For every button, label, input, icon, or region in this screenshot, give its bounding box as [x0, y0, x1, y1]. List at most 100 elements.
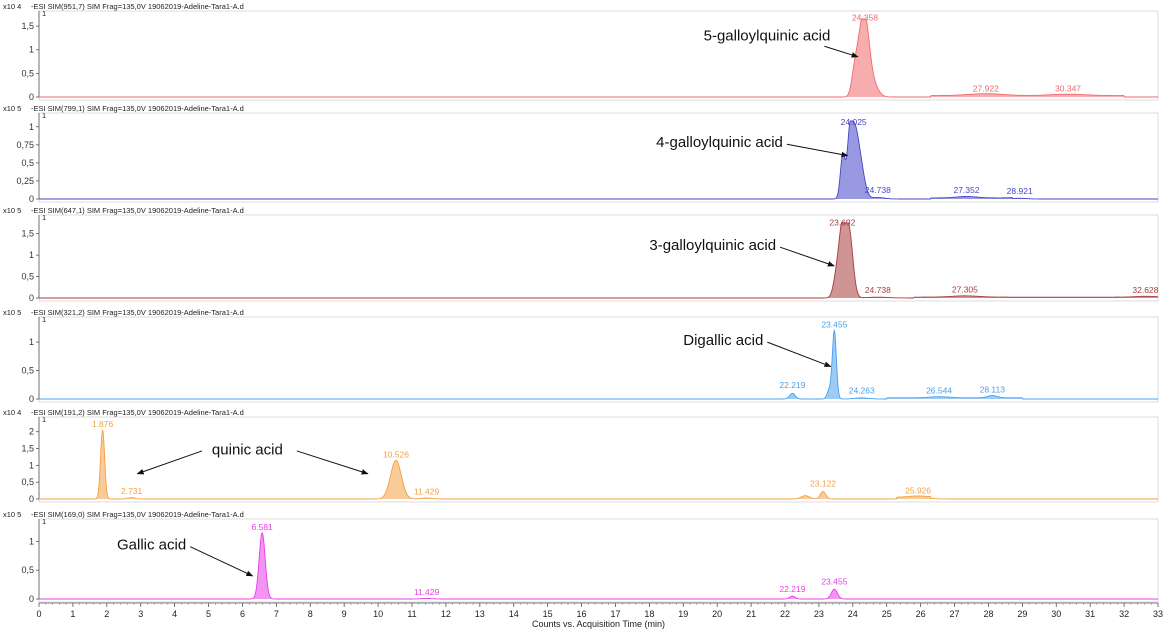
compound-annotation: quinic acid: [212, 442, 283, 459]
scale-label: x10 5: [3, 206, 21, 215]
peak-label: 26.544: [926, 386, 952, 396]
peak-label: 11.429: [414, 486, 440, 496]
y-tick-label: 0: [29, 594, 34, 604]
y-tick-label: 1,5: [21, 21, 34, 31]
panel-frame: [38, 112, 1159, 203]
trace-line: [39, 222, 1159, 299]
peak-label: 23.455: [821, 576, 847, 586]
trace-header: -ESI SIM(191,2) SIM Frag=135,0V 19062019…: [31, 408, 244, 417]
scale-label: x10 5: [3, 510, 21, 519]
x-tick-label: 21: [746, 609, 756, 619]
peak-label: 27.922: [973, 84, 999, 94]
y-tick-label: 1: [29, 45, 34, 55]
y-tick-label: 1: [29, 536, 34, 546]
x-tick-label: 33: [1153, 609, 1163, 619]
peak-label: 11.429: [414, 587, 440, 597]
peak-label: 22.219: [779, 584, 805, 594]
y-tick-label: 1: [29, 250, 34, 260]
y-tick-label: 1,5: [21, 229, 34, 239]
panel-2: x10 5 -ESI SIM(799,1) SIM Frag=135,0V 190…: [3, 104, 1159, 204]
peak-label: 24.025: [841, 117, 867, 127]
trace-line: [39, 532, 1158, 600]
x-tick-label: 25: [882, 609, 892, 619]
x-tick-label: 4: [172, 609, 177, 619]
peak-label: 32.628: [1132, 285, 1158, 295]
peak-label: 25.926: [905, 486, 931, 496]
peak-label: 22.219: [779, 380, 805, 390]
panel-3: x10 5 -ESI SIM(647,1) SIM Frag=135,0V 190…: [3, 206, 1159, 303]
top-marker: 1: [42, 111, 46, 120]
x-axis-title: Counts vs. Acquisition Time (min): [532, 619, 665, 629]
peak-label: 1.876: [92, 419, 114, 429]
peak-label: 28.921: [1007, 186, 1033, 196]
peak-label: 27.352: [953, 185, 979, 195]
peak-label: 28.113: [980, 385, 1006, 395]
x-tick-label: 16: [577, 609, 587, 619]
trace-line: [39, 429, 1158, 500]
peak-label: 23.122: [810, 479, 836, 489]
y-tick-label: 0,5: [21, 158, 34, 168]
y-tick-label: 0,5: [21, 366, 34, 376]
x-tick-label: 3: [138, 609, 143, 619]
panel-5: x10 4 -ESI SIM(191,2) SIM Frag=135,0V 190…: [3, 408, 1159, 504]
annotation-arrow: [189, 546, 254, 577]
annotation-arrow: [296, 450, 369, 475]
y-tick-label: 0: [29, 194, 34, 204]
x-tick-label: 30: [1051, 609, 1061, 619]
x-tick-label: 10: [373, 609, 383, 619]
trace-header: -ESI SIM(169,0) SIM Frag=135,0V 19062019…: [31, 510, 244, 519]
y-tick-label: 0,25: [16, 176, 34, 186]
x-tick-label: 14: [509, 609, 519, 619]
x-tick-label: 9: [342, 609, 347, 619]
x-tick-label: 17: [610, 609, 620, 619]
trace-header: -ESI SIM(647,1) SIM Frag=135,0V 19062019…: [31, 206, 244, 215]
x-tick-label: 23: [814, 609, 824, 619]
trace-fill: [39, 223, 1158, 298]
x-tick-label: 20: [712, 609, 722, 619]
panel-frame: [38, 518, 1159, 603]
x-tick-label: 28: [983, 609, 993, 619]
peak-label: 10.526: [383, 449, 409, 459]
scale-label: x10 5: [3, 308, 21, 317]
y-tick-label: 0,5: [21, 272, 34, 282]
top-marker: 1: [42, 415, 46, 424]
x-tick-label: 15: [543, 609, 553, 619]
y-tick-label: 0: [29, 394, 34, 404]
y-tick-label: 0,5: [21, 477, 34, 487]
panel-frame: [38, 416, 1159, 503]
annotation-arrow: [767, 341, 832, 368]
x-tick-label: 8: [308, 609, 313, 619]
x-tick-label: 32: [1119, 609, 1129, 619]
x-tick-label: 27: [950, 609, 960, 619]
compound-annotation: 4-galloylquinic acid: [656, 134, 783, 151]
annotation-arrow: [779, 246, 835, 267]
x-tick-label: 24: [848, 609, 858, 619]
annotation-arrow: [136, 450, 203, 475]
annotation-arrow: [824, 45, 859, 58]
y-tick-label: 0,5: [21, 68, 34, 78]
trace-header: -ESI SIM(799,1) SIM Frag=135,0V 19062019…: [31, 104, 244, 113]
peak-label: 23.692: [829, 218, 855, 228]
x-tick-label: 26: [916, 609, 926, 619]
trace-fill: [39, 430, 1158, 499]
panel-1: x10 4 -ESI SIM(951,7) SIM Frag=135,0V 190…: [3, 2, 1159, 102]
annotation-arrow: [786, 143, 849, 158]
top-marker: 1: [42, 315, 46, 324]
scale-label: x10 4: [3, 2, 21, 11]
panel-frame: [38, 214, 1159, 302]
trace-line: [39, 18, 1158, 98]
x-axis: 0 1 2 3 4 5 6 7 8 9 10 11 12 13 14 15 16 17 18 19 20 21 22 23 24…: [36, 602, 1163, 629]
compound-annotation: Gallic acid: [117, 536, 186, 553]
trace-fill: [39, 532, 1158, 599]
top-marker: 1: [42, 517, 46, 526]
panel-4: x10 5 -ESI SIM(321,2) SIM Frag=135,0V 190…: [3, 308, 1159, 404]
top-marker: 1: [42, 213, 46, 222]
compound-annotation: 5-galloylquinic acid: [704, 27, 831, 44]
peak-label: 30.347: [1055, 84, 1081, 94]
peak-label: 24.263: [849, 386, 875, 396]
y-tick-label: 0: [29, 293, 34, 303]
compound-annotation: 3-galloylquinic acid: [649, 237, 776, 254]
trace-header: -ESI SIM(321,2) SIM Frag=135,0V 19062019…: [31, 308, 244, 317]
peak-label: 6.581: [252, 522, 274, 532]
